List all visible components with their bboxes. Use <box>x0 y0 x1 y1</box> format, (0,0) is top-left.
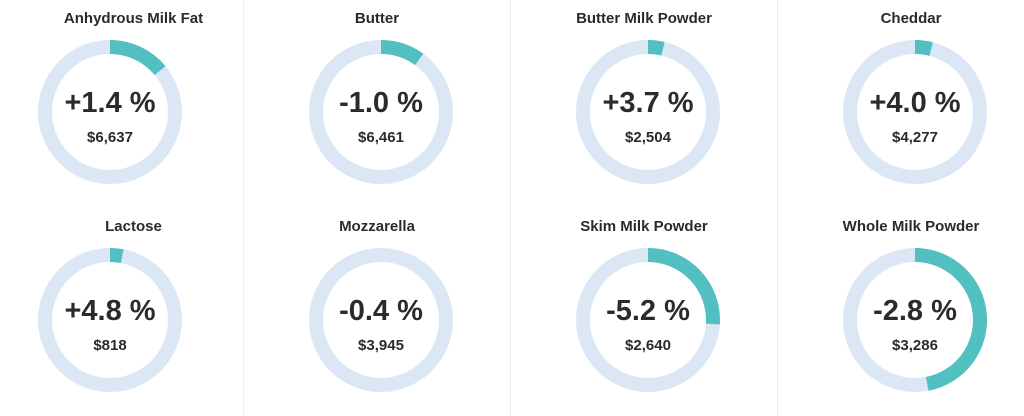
donut-svg <box>38 247 182 392</box>
price-value: $818 <box>93 337 127 354</box>
commodity-name: Whole Milk Powder <box>842 218 980 235</box>
commodity-card: Skim Milk Powder -5.2 % $2,640 <box>510 208 777 416</box>
donut-ring: +1.4 % $6,637 <box>35 37 185 187</box>
commodity-name: Skim Milk Powder <box>580 218 708 235</box>
price-value: $3,945 <box>358 337 404 354</box>
change-percent: -0.4 % <box>339 295 423 327</box>
commodity-card: Cheddar +4.0 % $4,277 <box>777 0 1024 208</box>
commodity-name: Anhydrous Milk Fat <box>63 10 204 27</box>
change-percent: +4.0 % <box>869 87 961 119</box>
price-value: $2,504 <box>625 129 671 146</box>
donut-svg <box>576 248 720 392</box>
price-value: $4,277 <box>892 129 938 146</box>
donut-ring: -0.4 % $3,945 <box>306 245 456 395</box>
commodity-name: Butter Milk Powder <box>576 10 712 27</box>
price-value: $6,461 <box>358 129 404 146</box>
donut-svg <box>309 248 453 392</box>
donut-svg <box>309 40 453 184</box>
commodity-card: Lactose +4.8 % $818 <box>0 208 267 416</box>
price-value: $2,640 <box>625 337 671 354</box>
commodity-card: Butter -1.0 % $6,461 <box>243 0 510 208</box>
change-percent: -5.2 % <box>606 295 690 327</box>
price-value: $6,637 <box>87 129 133 146</box>
change-percent: +3.7 % <box>602 87 694 119</box>
donut-fill-arc <box>380 40 424 66</box>
donut-svg <box>843 248 987 392</box>
donut-track <box>309 248 453 392</box>
commodity-name: Lactose <box>105 218 162 235</box>
change-percent: -1.0 % <box>339 87 423 119</box>
commodity-card: Butter Milk Powder +3.7 % $2,504 <box>510 0 777 208</box>
commodity-name: Cheddar <box>880 10 942 27</box>
donut-fill-arc <box>109 40 166 76</box>
donut-fill-arc <box>647 248 720 325</box>
commodity-card: Anhydrous Milk Fat +1.4 % $6,637 <box>0 0 267 208</box>
donut-ring: +4.8 % $818 <box>35 245 185 395</box>
donut-ring: +4.0 % $4,277 <box>840 37 990 187</box>
donut-svg <box>576 40 720 184</box>
donut-ring: -2.8 % $3,286 <box>840 245 990 395</box>
price-value: $3,286 <box>892 337 938 354</box>
change-percent: +1.4 % <box>64 87 156 119</box>
commodity-name: Butter <box>354 10 400 27</box>
change-percent: -2.8 % <box>873 295 957 327</box>
donut-fill-arc <box>914 248 987 391</box>
donut-svg <box>843 40 987 184</box>
donut-svg <box>38 40 182 184</box>
commodity-name: Mozzarella <box>339 218 415 235</box>
donut-ring: -1.0 % $6,461 <box>306 37 456 187</box>
donut-ring: +3.7 % $2,504 <box>573 37 723 187</box>
donut-fill-arc <box>647 40 665 56</box>
donut-fill-arc <box>914 40 933 56</box>
donut-ring: -5.2 % $2,640 <box>573 245 723 395</box>
commodity-card: Mozzarella -0.4 % $3,945 <box>243 208 510 416</box>
donut-fill-arc <box>109 247 124 264</box>
change-percent: +4.8 % <box>64 295 156 327</box>
commodity-card: Whole Milk Powder -2.8 % $3,286 <box>777 208 1024 416</box>
